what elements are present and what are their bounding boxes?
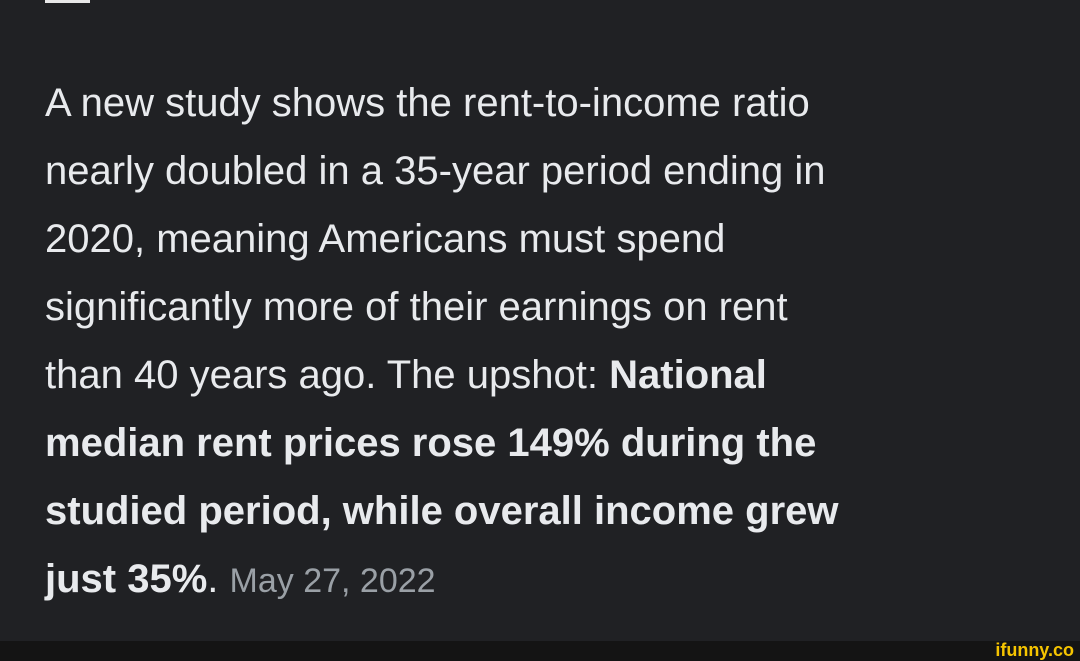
text-line: studied period, while overall income gre… [45,477,1065,545]
text: A new study shows the rent-to-income rat… [45,81,810,125]
text-line: A new study shows the rent-to-income rat… [45,69,1065,137]
text: 2020, meaning Americans must spend [45,217,726,261]
top-indicator [45,0,90,3]
watermark: ifunny.co [995,640,1074,660]
text: . [207,557,219,601]
post-date: May 27, 2022 [229,562,436,600]
post-text: A new study shows the rent-to-income rat… [45,69,1065,615]
bold-text: studied period, while overall income gre… [45,489,839,533]
text-line: 2020, meaning Americans must spend [45,205,1065,273]
text: significantly more of their earnings on … [45,285,788,329]
text: than 40 years ago. The upshot: [45,353,598,397]
bold-text: National [609,353,767,397]
text-line: nearly doubled in a 35-year period endin… [45,137,1065,205]
text-line: just 35%. May 27, 2022 [45,545,1065,615]
text-line: significantly more of their earnings on … [45,273,1065,341]
footer-bar: ifunny.co [0,640,1080,661]
text-line: than 40 years ago. The upshot: National [45,341,1065,409]
text: nearly doubled in a 35-year period endin… [45,149,826,193]
bold-text: just 35% [45,557,208,601]
text-line: median rent prices rose 149% during the [45,409,1065,477]
bold-text: median rent prices rose 149% during the [45,421,817,465]
